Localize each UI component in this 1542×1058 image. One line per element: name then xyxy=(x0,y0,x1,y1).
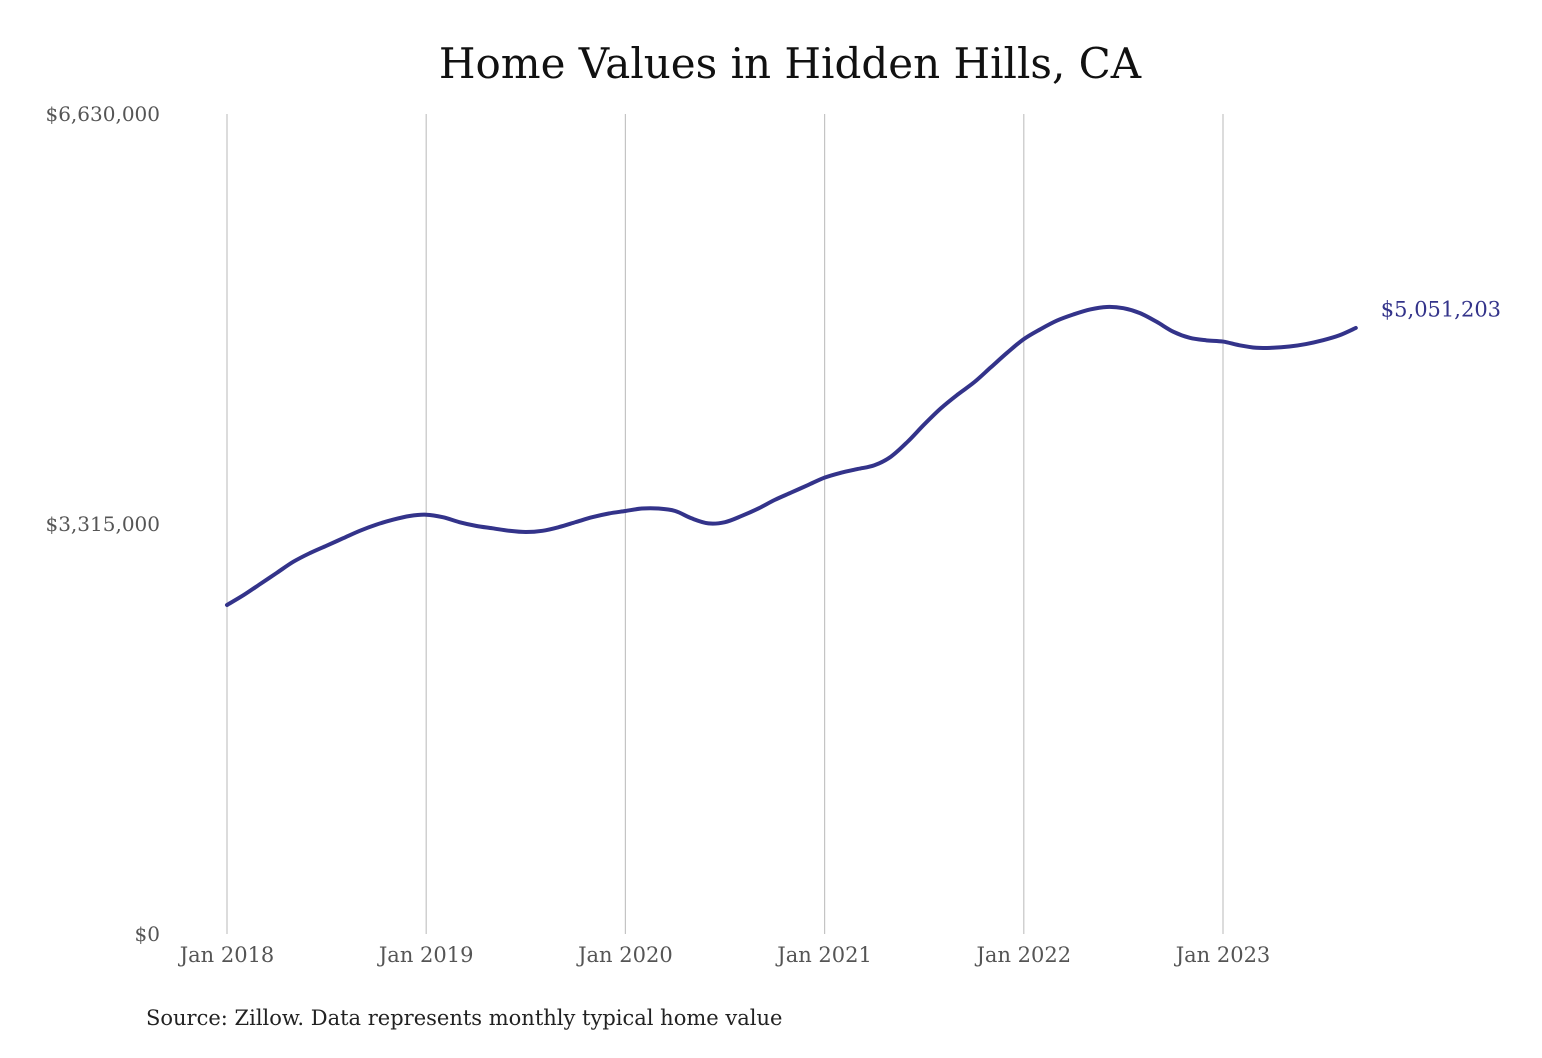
series-layer xyxy=(225,304,1358,608)
x-axis-ticks: Jan 2018 Jan 2019 Jan 2020 Jan 2021 Jan 2022… xyxy=(178,943,1271,967)
source-note: Source: Zillow. Data represents monthly … xyxy=(146,1006,782,1030)
x-tick-label: Jan 2023 xyxy=(1174,943,1271,967)
y-axis-ticks: $6,630,000 $3,315,000 $0 xyxy=(45,102,160,946)
chart-title: Home Values in Hidden Hills, CA xyxy=(439,39,1142,88)
y-tick-label: $0 xyxy=(135,922,160,946)
x-tick-label: Jan 2019 xyxy=(377,943,474,967)
y-tick-label: $3,315,000 xyxy=(45,512,160,536)
x-tick-label: Jan 2021 xyxy=(775,943,872,967)
end-value-label: $5,051,203 xyxy=(1381,297,1501,321)
x-tick-label: Jan 2018 xyxy=(178,943,275,967)
annotations: $5,051,203 xyxy=(1381,297,1501,321)
x-tick-label: Jan 2020 xyxy=(576,943,673,967)
grid-lines xyxy=(226,114,1224,934)
x-tick-label: Jan 2022 xyxy=(975,943,1072,967)
series-line xyxy=(225,304,1358,608)
y-tick-label: $6,630,000 xyxy=(45,102,160,126)
